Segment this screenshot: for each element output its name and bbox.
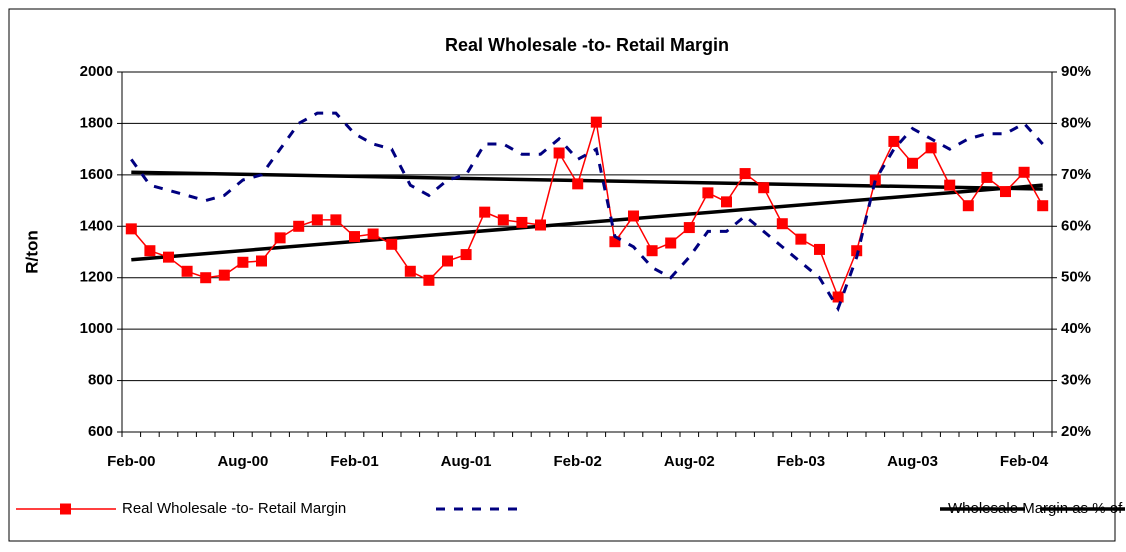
- marker: [423, 274, 435, 286]
- marker: [572, 178, 584, 190]
- marker: [311, 214, 323, 226]
- y-tick-label: 1200: [80, 269, 113, 286]
- marker: [962, 200, 974, 212]
- y-tick-label: 600: [88, 423, 113, 440]
- marker: [218, 269, 230, 281]
- chart-title: Real Wholesale -to- Retail Margin: [445, 35, 729, 55]
- marker: [628, 210, 639, 222]
- y-tick-label: 1400: [80, 217, 113, 234]
- marker: [832, 291, 844, 303]
- marker: [442, 255, 453, 267]
- marker: [888, 135, 900, 147]
- x-tick-label: Feb-04: [1000, 453, 1049, 470]
- marker: [739, 168, 751, 180]
- marker: [721, 196, 732, 208]
- y2-tick-label: 20%: [1061, 423, 1091, 440]
- y2-tick-label: 30%: [1061, 372, 1091, 389]
- marker: [776, 218, 788, 230]
- marker: [981, 171, 993, 183]
- chart-border: [8, 8, 1116, 542]
- x-tick-label: Aug-01: [441, 453, 492, 470]
- y-axis-label: R/ton: [22, 230, 41, 273]
- y2-tick-label: 40%: [1061, 320, 1091, 337]
- marker: [181, 265, 193, 277]
- marker: [1037, 200, 1049, 212]
- trend-line: [131, 183, 1043, 262]
- y2-tick-label: 80%: [1061, 114, 1091, 131]
- marker: [1018, 166, 1030, 178]
- marker: [851, 245, 863, 257]
- marker: [646, 245, 658, 257]
- marker: [944, 179, 956, 191]
- marker: [293, 220, 305, 232]
- x-tick-label: Feb-01: [330, 453, 378, 470]
- marker: [497, 214, 509, 226]
- marker: [367, 228, 379, 240]
- marker: [330, 214, 342, 226]
- trend-line: [131, 170, 1043, 191]
- y-tick-label: 1000: [80, 320, 113, 337]
- marker: [163, 251, 174, 263]
- marker: [256, 255, 267, 267]
- marker: [609, 236, 621, 248]
- marker: [200, 272, 212, 284]
- marker: [404, 265, 416, 277]
- marker: [683, 222, 695, 234]
- marker: [590, 116, 602, 128]
- marker: [349, 231, 360, 243]
- y2-tick-label: 60%: [1061, 217, 1091, 234]
- marker: [814, 243, 825, 255]
- legend-marker: [60, 503, 71, 515]
- marker: [144, 245, 156, 257]
- marker: [386, 238, 398, 250]
- x-tick-label: Feb-02: [554, 453, 602, 470]
- marker: [479, 206, 491, 218]
- x-tick-label: Feb-00: [107, 453, 155, 470]
- marker: [665, 237, 677, 249]
- y2-tick-label: 90%: [1061, 63, 1091, 80]
- x-tick-label: Aug-00: [217, 453, 268, 470]
- y-tick-label: 1600: [80, 166, 113, 183]
- y2-tick-label: 70%: [1061, 166, 1091, 183]
- x-tick-label: Feb-03: [777, 453, 825, 470]
- y-tick-label: 1800: [80, 114, 113, 131]
- y2-tick-label: 50%: [1061, 269, 1091, 286]
- marker: [516, 216, 528, 228]
- x-tick-label: Aug-02: [664, 453, 715, 470]
- marker: [553, 147, 565, 159]
- marker: [795, 233, 807, 245]
- marker: [907, 157, 918, 169]
- marker: [1000, 186, 1011, 198]
- y-tick-label: 2000: [80, 63, 113, 80]
- y-tick-label: 800: [88, 372, 113, 389]
- legend-label: Wholesale Margin as % of Retail price -R…: [948, 500, 1126, 517]
- marker: [274, 232, 286, 244]
- marker: [869, 174, 881, 186]
- series-line: [130, 111, 1044, 313]
- marker: [925, 142, 937, 154]
- marker: [237, 256, 249, 268]
- marker: [535, 219, 546, 231]
- marker: [702, 187, 714, 199]
- x-tick-label: Aug-03: [887, 453, 938, 470]
- marker: [460, 249, 472, 261]
- marker: [125, 223, 137, 235]
- marker: [758, 182, 770, 194]
- legend-label: Real Wholesale -to- Retail Margin: [122, 500, 346, 517]
